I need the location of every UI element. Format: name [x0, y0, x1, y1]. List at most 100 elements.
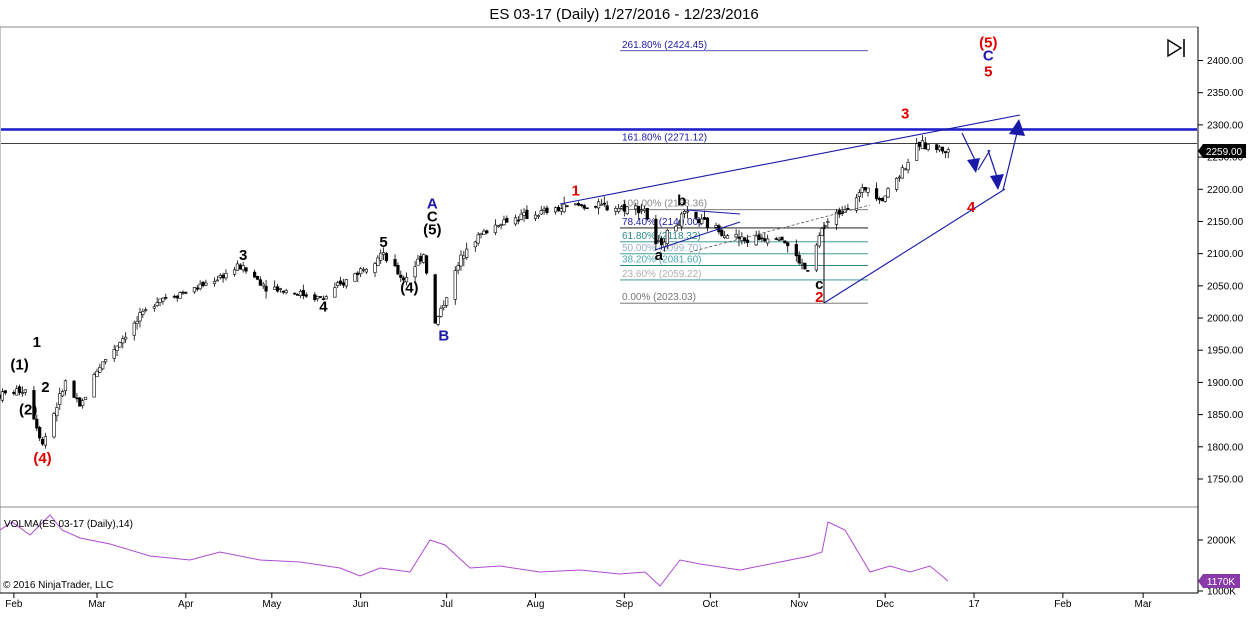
candle-body — [95, 370, 99, 378]
fibonacci-group: 261.80% (2424.45) 161.80% (2271.12) 100.00… — [620, 40, 868, 304]
candle-body — [55, 407, 59, 417]
candle-body — [144, 309, 148, 311]
candle-body — [261, 283, 265, 287]
candle-body — [745, 239, 750, 244]
candle-body — [439, 308, 443, 317]
candle-body — [52, 413, 56, 438]
candle-body — [935, 144, 939, 150]
candle-body — [665, 229, 669, 244]
candle-body — [135, 320, 139, 324]
candle-body — [175, 295, 179, 299]
candle-body — [364, 268, 368, 273]
candle-body — [705, 217, 710, 228]
candle-body — [255, 276, 260, 280]
candle-body — [43, 436, 47, 446]
y-tick-label: 2250.00 — [1207, 153, 1244, 164]
candle-body — [433, 274, 437, 324]
candle-body — [895, 178, 899, 190]
candle-body — [915, 143, 919, 161]
volma-last-badge: 1170K — [1198, 574, 1240, 588]
y-axis: 2400.00 2350.00 2300.00 2250.00 2200.00 2150.… — [1198, 56, 1244, 598]
candle-body — [232, 269, 237, 275]
wave-label: 2 — [41, 379, 49, 396]
candle-body — [940, 146, 945, 152]
candle-body — [920, 140, 925, 149]
candle-body — [559, 208, 563, 212]
candle-body — [241, 265, 245, 271]
candle-body — [866, 187, 870, 193]
candle-body — [161, 297, 165, 302]
candle-body — [192, 287, 197, 293]
candle-body — [462, 255, 466, 259]
candle-body — [0, 394, 2, 399]
candle-body — [23, 389, 27, 393]
candle-body — [204, 282, 208, 286]
candle-body — [642, 208, 647, 211]
candle-body — [703, 217, 707, 220]
candle-body — [476, 234, 480, 244]
candle-body — [118, 342, 122, 348]
wave-label: 3 — [901, 105, 909, 122]
y-tick-label: 2150.00 — [1207, 217, 1244, 228]
candle-body — [923, 142, 927, 150]
candle-body — [886, 188, 890, 198]
wave-label: (4) — [400, 279, 418, 296]
candle-body — [341, 282, 346, 286]
candle-body — [215, 279, 219, 282]
candle-body — [645, 207, 649, 220]
candle-body — [103, 359, 108, 363]
resistance-line — [1, 128, 1197, 131]
fib-level-label: 78.40% (2140.00) — [622, 217, 702, 228]
candle-body — [734, 234, 738, 238]
candle-body — [806, 270, 810, 272]
wave-label: (2) — [19, 402, 37, 419]
candle-body — [763, 238, 767, 242]
y-tick-label: 2050.00 — [1207, 281, 1244, 292]
candle-body — [485, 230, 489, 234]
candle-body — [777, 239, 781, 241]
candle-body — [258, 279, 262, 286]
candle-body — [81, 400, 85, 406]
candle-body — [803, 262, 807, 270]
volma-series — [0, 514, 949, 587]
candle-body — [273, 286, 277, 290]
x-tick-label: Aug — [527, 599, 545, 610]
candle-body — [78, 397, 82, 407]
candle-body — [296, 294, 300, 296]
candle-body — [152, 306, 156, 309]
candle-body — [634, 205, 638, 210]
x-tick-label: Jul — [440, 599, 453, 610]
x-tick-label: Jun — [353, 599, 369, 610]
collapse-right-icon[interactable] — [1167, 38, 1185, 58]
candle-body — [926, 144, 930, 150]
svg-text:2259.00: 2259.00 — [1206, 147, 1243, 158]
candle-body — [723, 235, 727, 238]
candle-body — [60, 391, 65, 397]
wave-label: c — [815, 276, 823, 293]
wave-label: (4) — [33, 450, 51, 467]
candle-body — [218, 275, 222, 278]
chart-title: ES 03-17 (Daily) 1/27/2016 - 12/23/2016 — [489, 6, 758, 23]
candle-body — [164, 296, 168, 299]
candle-body — [72, 380, 76, 398]
candle-body — [917, 141, 922, 147]
candle-body — [565, 205, 569, 207]
candle-body — [178, 292, 182, 299]
wave-label: 4 — [967, 199, 976, 216]
candle-body — [677, 224, 681, 226]
candle-body — [694, 211, 698, 219]
candle-body — [505, 218, 509, 223]
candle-body — [359, 268, 363, 275]
wave-label: C — [983, 48, 994, 65]
horizontal-lines — [1, 128, 1197, 144]
candle-body — [574, 203, 578, 206]
candle-body — [783, 240, 787, 244]
candle-body — [15, 388, 19, 396]
candle-body — [625, 206, 629, 214]
candle-body — [293, 292, 297, 295]
candle-body — [124, 336, 128, 340]
candle-body — [760, 237, 764, 240]
wave-label: (5) — [423, 221, 441, 238]
candle-body — [639, 209, 644, 212]
